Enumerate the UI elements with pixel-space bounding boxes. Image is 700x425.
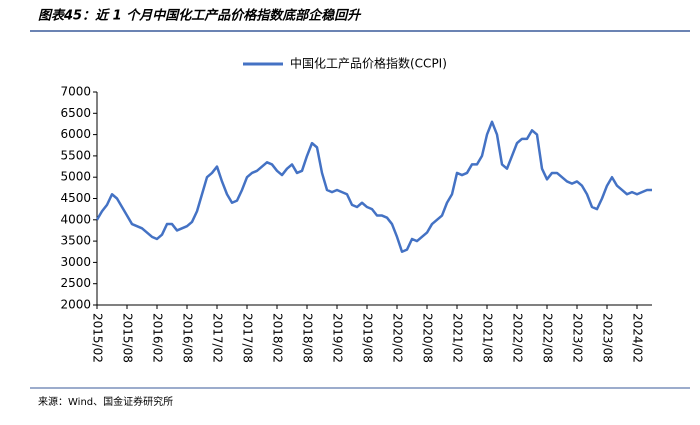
y-tick-label: 2500	[60, 276, 91, 290]
x-tick-label: 2019/02	[331, 313, 345, 363]
y-tick-label: 4000	[60, 212, 91, 226]
chart-title: 图表45：近 1 个月中国化工产品价格指数底部企稳回升	[38, 8, 362, 24]
x-tick-label: 2020/02	[391, 313, 405, 363]
y-tick-label: 7000	[60, 85, 91, 99]
x-tick-label: 2023/02	[571, 313, 585, 363]
x-tick-label: 2018/08	[301, 313, 315, 363]
x-tick-label: 2015/08	[121, 313, 135, 363]
y-tick-label: 6500	[60, 106, 91, 120]
y-tick-label: 3500	[60, 234, 91, 248]
x-tick-label: 2024/02	[631, 313, 645, 363]
x-tick-label: 2019/08	[361, 313, 375, 363]
x-tick-label: 2017/02	[211, 313, 225, 363]
y-tick-label: 3000	[60, 255, 91, 269]
series-line	[95, 120, 652, 253]
legend-label: 中国化工产品价格指数(CCPI)	[290, 56, 447, 71]
x-tick-label: 2018/02	[271, 313, 285, 363]
x-tick-label: 2022/08	[541, 313, 555, 363]
y-tick-label: 4500	[60, 191, 91, 205]
x-tick-label: 2015/02	[91, 313, 105, 363]
x-tick-label: 2016/02	[151, 313, 165, 363]
x-tick-label: 2023/08	[601, 313, 615, 363]
y-tick-label: 5000	[60, 170, 91, 184]
y-tick-label: 5500	[60, 148, 91, 162]
x-tick-label: 2016/08	[181, 313, 195, 363]
x-tick-label: 2022/02	[511, 313, 525, 363]
source: 来源：Wind、国金证券研究所	[38, 395, 173, 408]
x-tick-label: 2021/02	[451, 313, 465, 363]
x-tick-label: 2020/08	[421, 313, 435, 363]
y-tick-label: 6000	[60, 127, 91, 141]
x-tick-label: 2021/08	[481, 313, 495, 363]
x-tick-label: 2017/08	[241, 313, 255, 363]
y-tick-label: 2000	[60, 298, 91, 312]
